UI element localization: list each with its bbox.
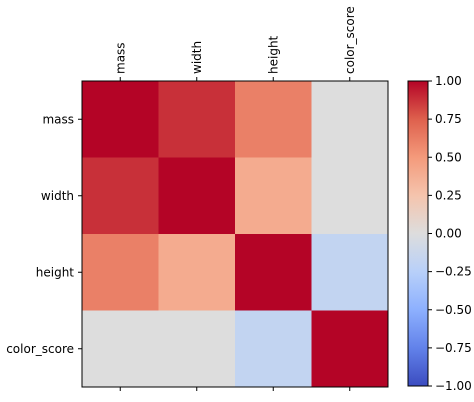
- heatmap-cell-mass-width: [158, 81, 236, 158]
- x-axis-bottom-ticks: [119, 387, 351, 391]
- y-axis-ticks: mass width height color_score: [6, 112, 82, 356]
- heatmap-cell-mass-mass: [82, 81, 159, 158]
- x-tick-label: height: [266, 35, 280, 74]
- heatmap-cell-height-width: [158, 234, 236, 311]
- y-tick-label: color_score: [6, 342, 74, 356]
- colorbar-tick-label: 0.00: [435, 227, 462, 241]
- colorbar-ticks: −1.00 −0.75 −0.50 −0.25 0.00 0.25 0.50 0.75 1.00: [428, 74, 472, 393]
- heatmap-cell-color_score-height: [235, 310, 312, 388]
- y-tick-label: width: [41, 189, 74, 203]
- heatmap-cell-height-mass: [82, 234, 159, 311]
- colorbar: [407, 80, 429, 387]
- heatmap-cell-width-color_score: [311, 157, 389, 235]
- heatmap-cell-color_score-mass: [82, 310, 159, 388]
- plot-frame: [81, 80, 389, 388]
- y-tick-label: mass: [42, 112, 74, 126]
- heatmap-cell-mass-height: [235, 81, 312, 158]
- x-tick-label: width: [190, 41, 204, 74]
- heatmap-cell-width-width: [158, 157, 236, 235]
- x-tick-label: mass: [113, 42, 127, 74]
- colorbar-tick-label: 0.75: [435, 112, 462, 126]
- y-tick-label: height: [36, 265, 75, 279]
- colorbar-tick-label: 0.50: [435, 150, 462, 164]
- heatmap-cell-color_score-width: [158, 310, 236, 388]
- heatmap-cell-height-height: [235, 234, 312, 311]
- heatmap-cell-mass-color_score: [311, 81, 389, 158]
- heatmap-cell-color_score-color_score: [311, 310, 389, 388]
- heatmap-cells: [82, 81, 389, 388]
- colorbar-tick-label: −1.00: [435, 379, 472, 393]
- heatmap-cell-width-mass: [82, 157, 159, 235]
- colorbar-tick-label: −0.50: [435, 303, 472, 317]
- heatmap-cell-height-color_score: [311, 234, 389, 311]
- heatmap-cell-width-height: [235, 157, 312, 235]
- colorbar-tick-label: −0.75: [435, 341, 472, 355]
- colorbar-tick-label: −0.25: [435, 265, 472, 279]
- colorbar-tick-label: 0.25: [435, 188, 462, 202]
- x-tick-label: color_score: [343, 6, 357, 74]
- x-axis-top-ticks: mass width height color_score: [113, 6, 357, 81]
- colorbar-tick-label: 1.00: [435, 74, 462, 88]
